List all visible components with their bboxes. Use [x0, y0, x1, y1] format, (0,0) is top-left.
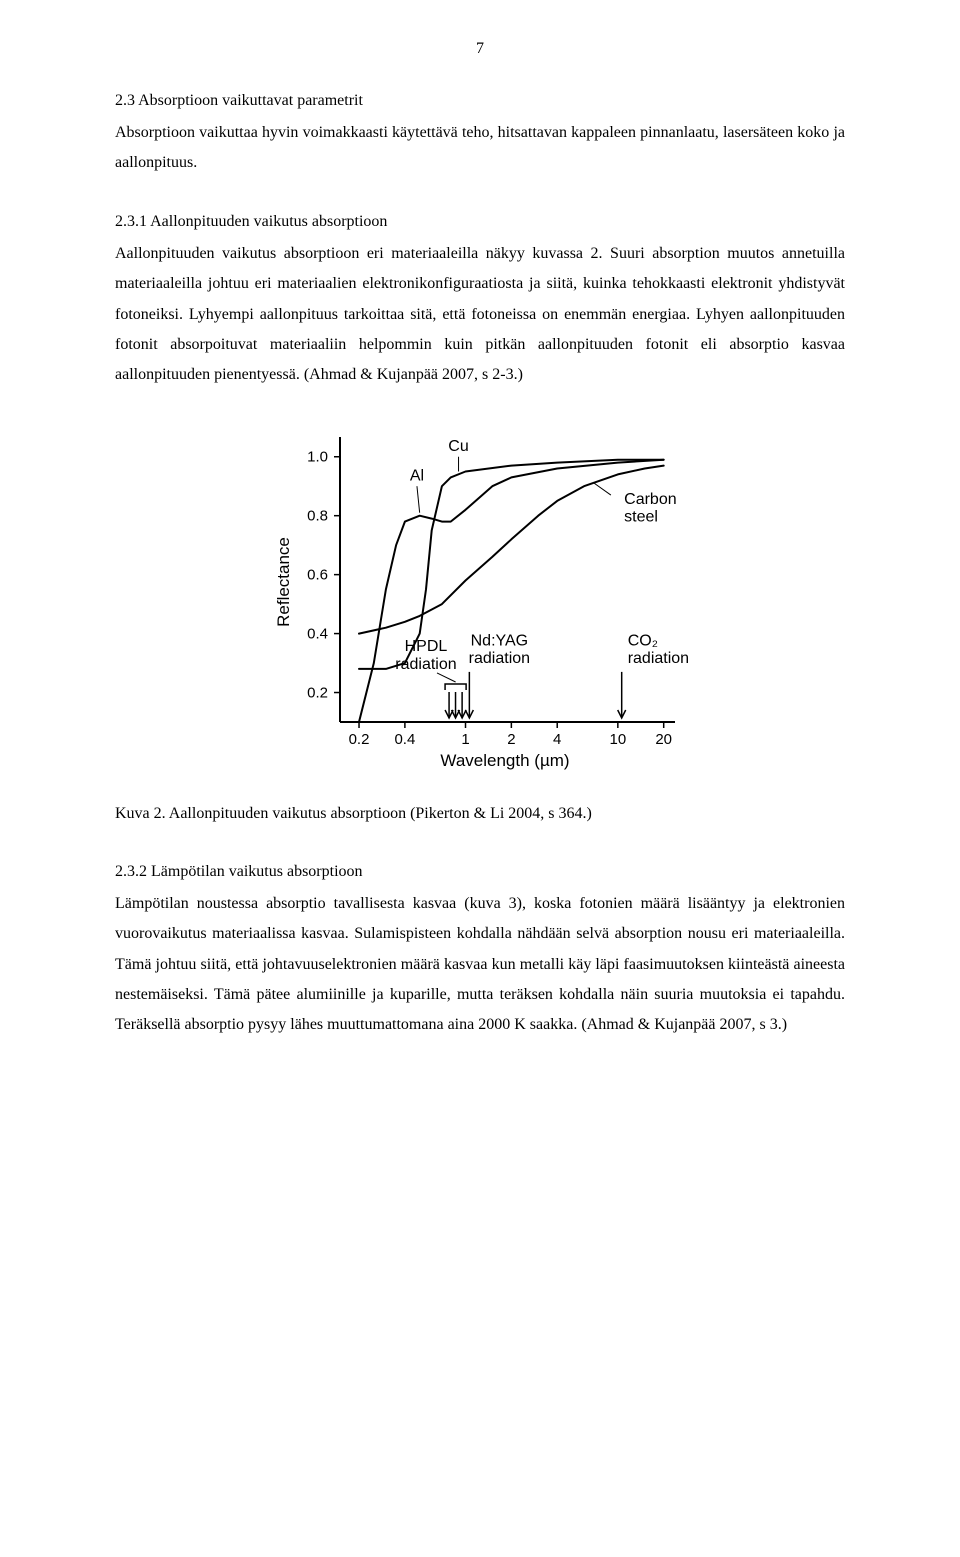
svg-text:Al: Al: [410, 467, 424, 484]
svg-text:Nd:YAG: Nd:YAG: [471, 632, 529, 649]
svg-text:Reflectance: Reflectance: [274, 537, 293, 627]
svg-text:4: 4: [553, 731, 561, 748]
svg-text:10: 10: [609, 731, 626, 748]
svg-text:0.2: 0.2: [307, 684, 328, 701]
section-2-3-1-heading: 2.3.1 Aallonpituuden vaikutus absorptioo…: [115, 213, 845, 231]
svg-text:radiation: radiation: [628, 650, 689, 667]
figure-2-wrap: 0.2 0.4 0.6 0.8 1.0 0.2 0.4 1 2 4 10 20 Wavelength (…: [115, 417, 845, 787]
svg-text:Wavelength (µm): Wavelength (µm): [440, 751, 569, 770]
svg-text:CO₂: CO₂: [628, 632, 658, 649]
svg-text:1: 1: [461, 731, 469, 748]
section-2-3-2-heading: 2.3.2 Lämpötilan vaikutus absorptioon: [115, 863, 845, 881]
page-number: 7: [115, 40, 845, 58]
svg-text:0.8: 0.8: [307, 507, 328, 524]
page-container: 7 2.3 Absorptioon vaikuttavat parametrit…: [0, 0, 960, 1127]
reflectance-chart: 0.2 0.4 0.6 0.8 1.0 0.2 0.4 1 2 4 10 20 Wavelength (…: [265, 417, 695, 787]
svg-text:0.4: 0.4: [307, 625, 328, 642]
svg-text:HPDL: HPDL: [405, 638, 448, 655]
svg-text:Carbon: Carbon: [624, 491, 676, 508]
svg-text:steel: steel: [624, 508, 658, 525]
svg-text:2: 2: [507, 731, 515, 748]
svg-text:20: 20: [655, 731, 672, 748]
svg-text:0.6: 0.6: [307, 566, 328, 583]
svg-text:radiation: radiation: [469, 650, 530, 667]
section-2-3-heading: 2.3 Absorptioon vaikuttavat parametrit: [115, 92, 845, 110]
svg-text:0.2: 0.2: [349, 731, 370, 748]
section-2-3-1-body: Aallonpituuden vaikutus absorptioon eri …: [115, 239, 845, 391]
svg-text:radiation: radiation: [395, 656, 456, 673]
svg-text:1.0: 1.0: [307, 448, 328, 465]
section-2-3-2-body: Lämpötilan noustessa absorptio tavallise…: [115, 889, 845, 1041]
figure-2-caption: Kuva 2. Aallonpituuden vaikutus absorpti…: [115, 805, 845, 823]
svg-text:Cu: Cu: [448, 438, 468, 455]
section-2-3-body: Absorptioon vaikuttaa hyvin voimakkaasti…: [115, 118, 845, 179]
svg-text:0.4: 0.4: [394, 731, 415, 748]
